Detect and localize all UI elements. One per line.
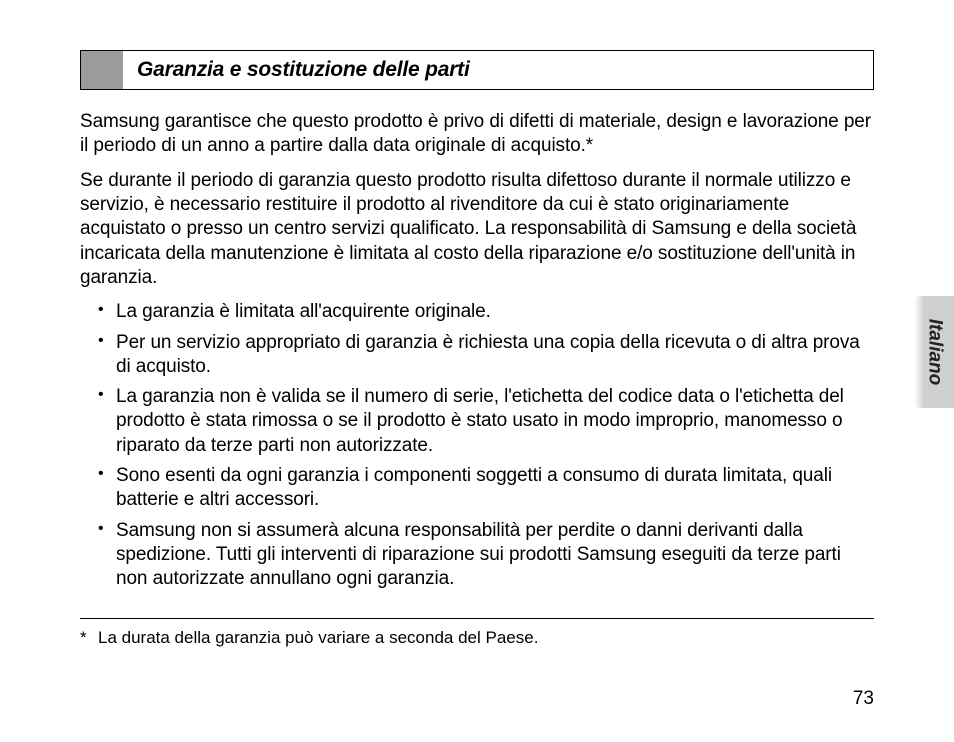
language-tab: Italiano	[914, 296, 954, 408]
language-tab-label: Italiano	[923, 319, 945, 386]
paragraph-2: Se durante il periodo di garanzia questo…	[80, 169, 874, 291]
warranty-bullet-list: La garanzia è limitata all'acquirente or…	[80, 300, 874, 591]
page-number: 73	[853, 688, 874, 710]
footnote-divider	[80, 618, 874, 619]
footnote-text: La durata della garanzia può variare a s…	[98, 628, 538, 647]
list-item: Samsung non si assumerà alcuna responsab…	[102, 519, 874, 592]
paragraph-1: Samsung garantisce che questo prodotto è…	[80, 110, 874, 159]
footnote-marker: *	[80, 627, 98, 649]
list-item: Sono esenti da ogni garanzia i component…	[102, 464, 874, 513]
footnote: *La durata della garanzia può variare a …	[80, 627, 874, 649]
manual-page: Garanzia e sostituzione delle parti Sams…	[0, 0, 954, 742]
section-heading: Garanzia e sostituzione delle parti	[123, 51, 480, 89]
list-item: La garanzia è limitata all'acquirente or…	[102, 300, 874, 324]
heading-gray-box	[81, 51, 123, 89]
list-item: La garanzia non è valida se il numero di…	[102, 385, 874, 458]
list-item: Per un servizio appropriato di garanzia …	[102, 331, 874, 380]
section-heading-block: Garanzia e sostituzione delle parti	[80, 50, 874, 90]
